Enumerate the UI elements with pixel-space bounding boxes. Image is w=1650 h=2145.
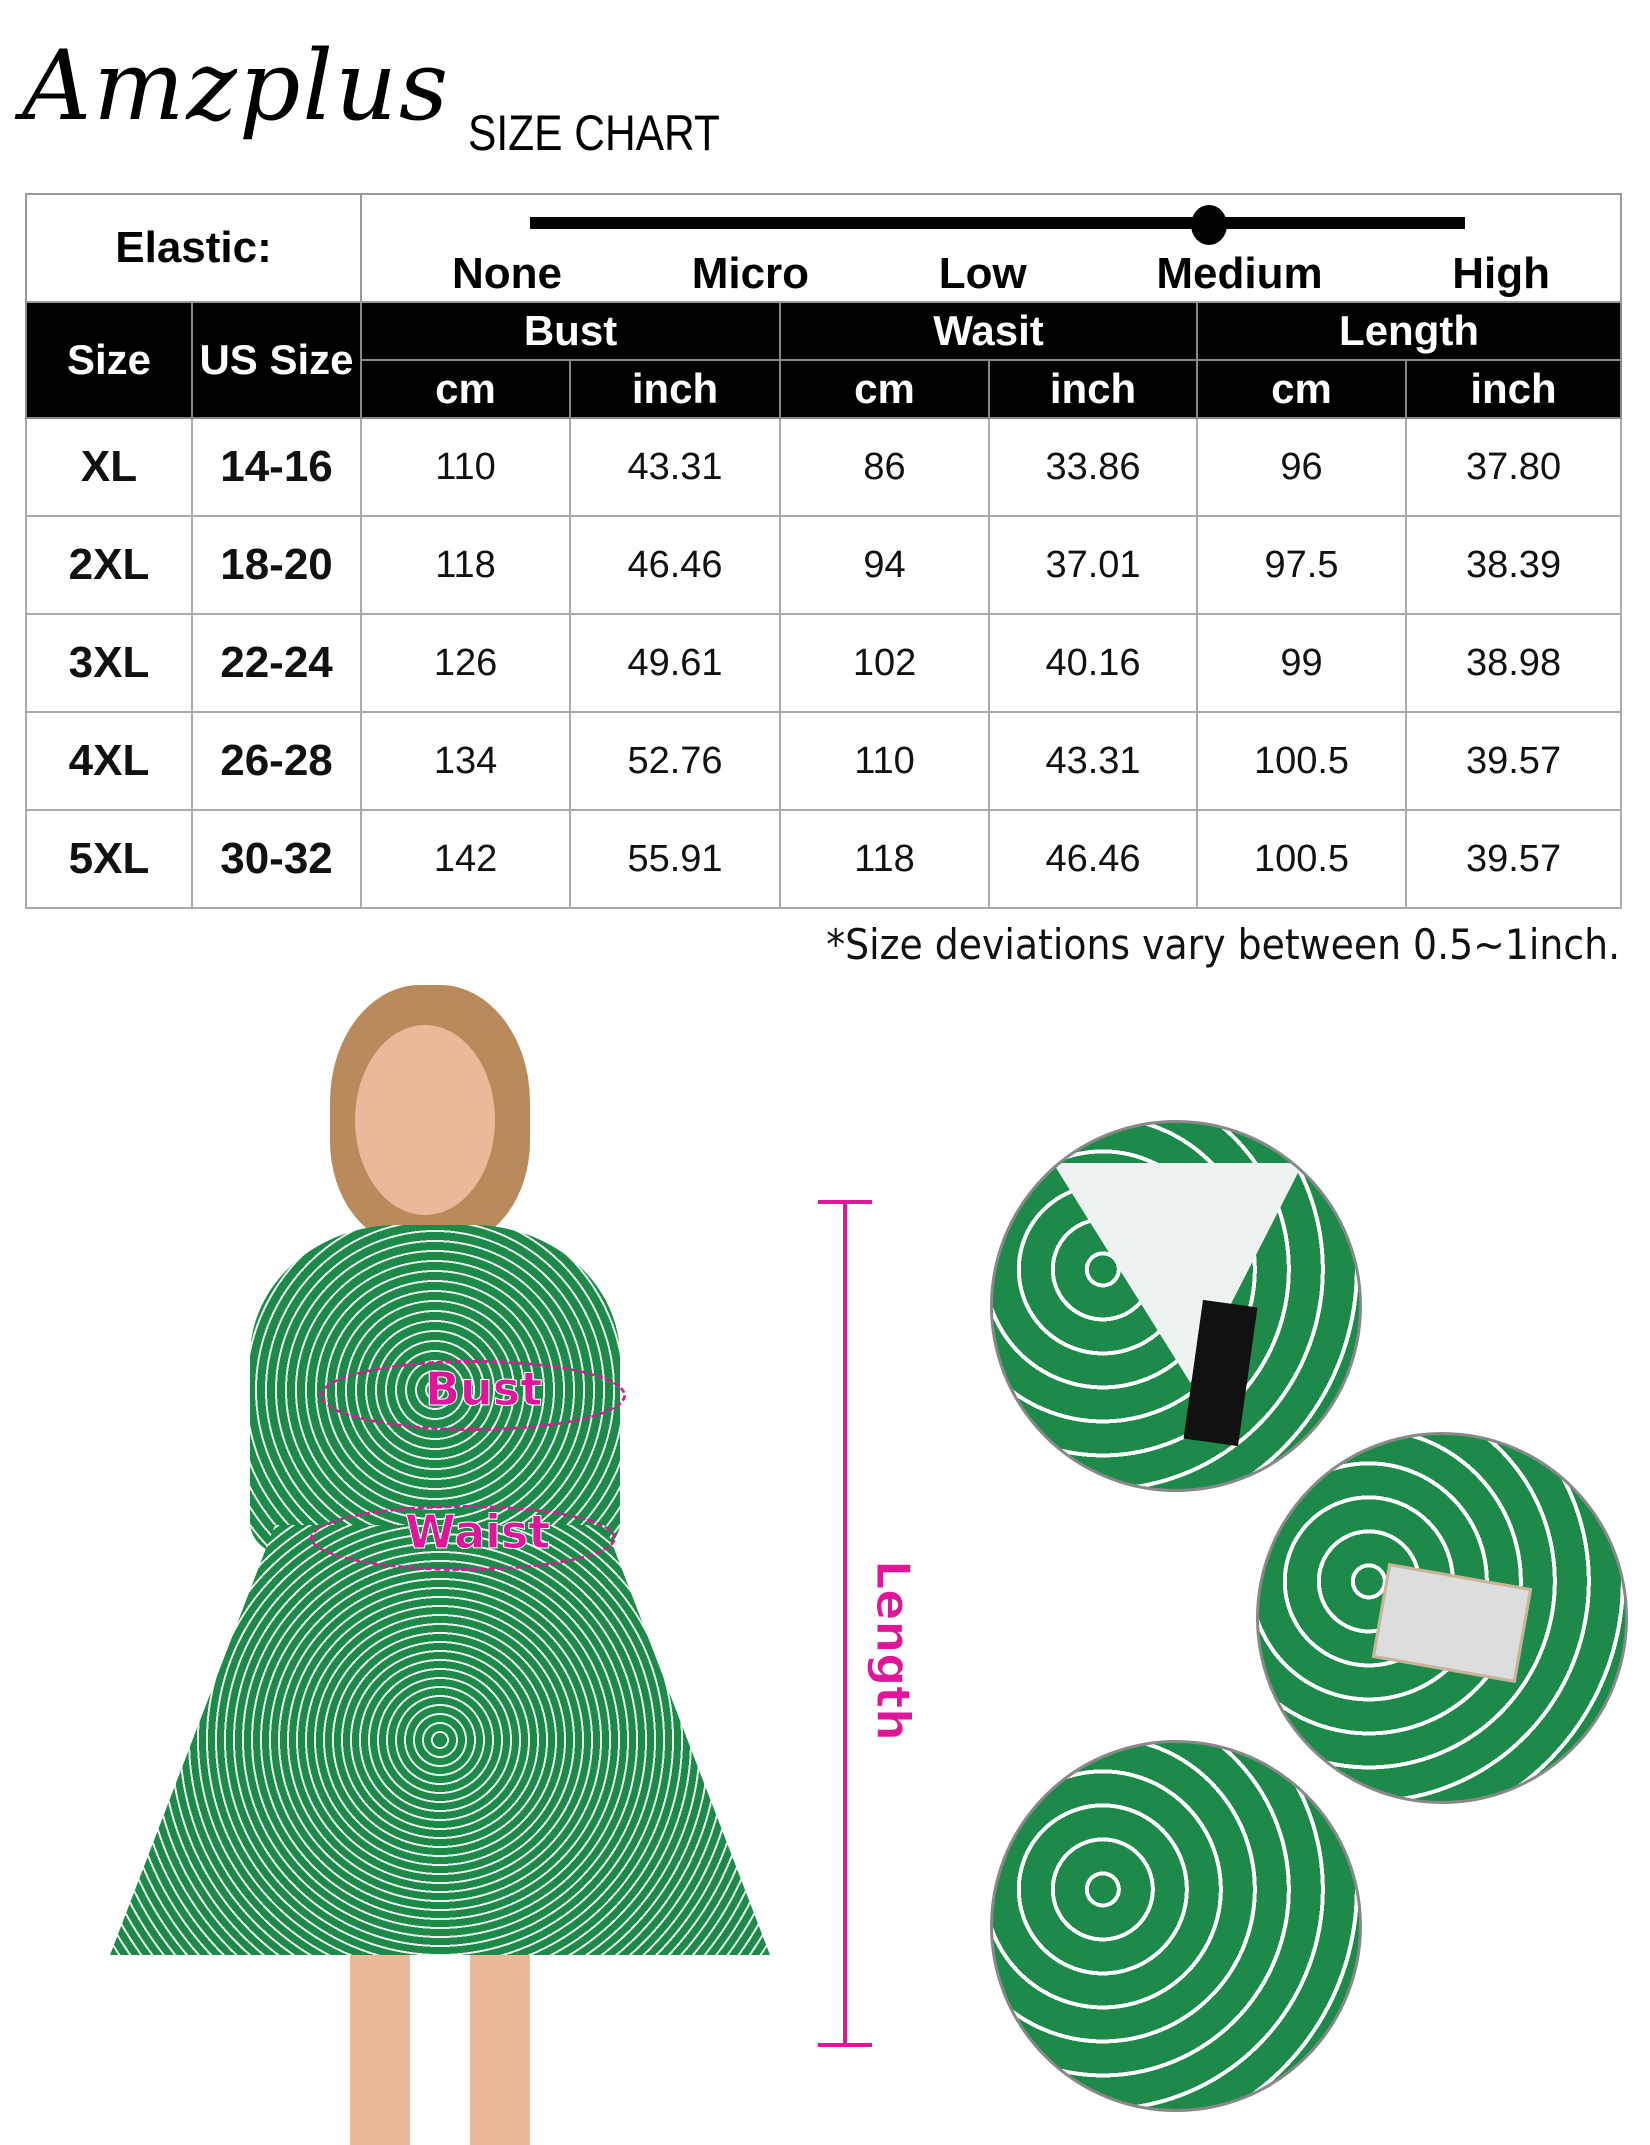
measurement-cell: 118 <box>360 515 572 615</box>
us-size-cell: 30-32 <box>190 809 363 909</box>
detail-pocket-photo <box>1256 1432 1628 1804</box>
measurement-cell: 43.31 <box>988 711 1199 811</box>
measurement-cell: 118 <box>779 809 991 909</box>
measurement-cell: 39.57 <box>1405 711 1623 811</box>
table-row: 3XL 22-24 126 49.61 102 40.16 99 38.98 <box>25 613 1623 713</box>
waist-label: Waist <box>404 1505 551 1560</box>
measurement-cell: 110 <box>360 417 572 517</box>
table-row: 5XL 30-32 142 55.91 118 46.46 100.5 39.57 <box>25 809 1623 909</box>
measurement-cell: 55.91 <box>569 809 782 909</box>
level-medium: Medium <box>1156 249 1323 298</box>
measurement-cell: 40.16 <box>988 613 1199 713</box>
size-cell: 5XL <box>25 809 193 909</box>
measurement-cell: 38.39 <box>1405 515 1623 615</box>
measurement-cell: 142 <box>360 809 572 909</box>
measurement-cell: 52.76 <box>569 711 782 811</box>
detail-neckline-photo <box>990 1120 1362 1492</box>
level-high: High <box>1452 249 1551 298</box>
header-size: Size <box>25 301 193 419</box>
level-none: None <box>452 249 563 298</box>
size-cell: 4XL <box>25 711 193 811</box>
brand-logo: Amzplus <box>22 30 451 142</box>
size-note: *Size deviations vary between 0.5~1inch. <box>826 920 1620 969</box>
measurement-cell: 43.31 <box>569 417 782 517</box>
page-title: SIZE CHART <box>468 105 720 161</box>
detail-fabric-photo <box>990 1740 1362 2112</box>
us-size-cell: 14-16 <box>190 417 363 517</box>
header-length: Length <box>1196 301 1623 361</box>
elastic-indicator <box>1191 205 1228 245</box>
waist-measure-line <box>310 1505 616 1571</box>
elastic-label: Elastic: <box>24 193 363 303</box>
measurement-cell: 86 <box>779 417 991 517</box>
measurement-cell: 126 <box>360 613 572 713</box>
level-micro: Micro <box>691 249 810 298</box>
measurement-cell: 100.5 <box>1196 809 1408 909</box>
measurement-cell: 94 <box>779 515 991 615</box>
measurement-cell: 49.61 <box>569 613 782 713</box>
size-cell: 3XL <box>25 613 193 713</box>
measurement-cell: 37.80 <box>1405 417 1623 517</box>
measurement-cell: 37.01 <box>988 515 1199 615</box>
header-waist: Wasit <box>779 301 1199 361</box>
length-label: Length <box>866 1560 921 1742</box>
unit-header: cm <box>360 359 572 419</box>
unit-header: cm <box>779 359 991 419</box>
unit-header: inch <box>569 359 782 419</box>
measurement-cell: 99 <box>1196 613 1408 713</box>
measurement-cell: 100.5 <box>1196 711 1408 811</box>
measurement-cell: 110 <box>779 711 991 811</box>
size-cell: XL <box>25 417 193 517</box>
length-arrow-bottom <box>818 2043 872 2047</box>
measurement-cell: 38.98 <box>1405 613 1623 713</box>
measurement-cell: 33.86 <box>988 417 1199 517</box>
bust-measure-line <box>320 1360 626 1431</box>
measurement-cell: 97.5 <box>1196 515 1408 615</box>
header-us-size: US Size <box>190 301 363 419</box>
length-arrow <box>843 1200 847 2045</box>
us-size-cell: 26-28 <box>190 711 363 811</box>
measurement-cell: 46.46 <box>569 515 782 615</box>
measurement-cell: 134 <box>360 711 572 811</box>
length-arrow-top <box>818 1200 872 1204</box>
unit-header: inch <box>988 359 1199 419</box>
elastic-scale: None Micro Low Medium High <box>360 193 1623 303</box>
level-low: Low <box>938 249 1027 298</box>
measurement-cell: 96 <box>1196 417 1408 517</box>
measurement-cell: 46.46 <box>988 809 1199 909</box>
size-cell: 2XL <box>25 515 193 615</box>
us-size-cell: 22-24 <box>190 613 363 713</box>
size-table: Elastic: None Micro Low Medium High Size… <box>24 193 1623 909</box>
measurement-cell: 39.57 <box>1405 809 1623 909</box>
unit-header: inch <box>1405 359 1623 419</box>
unit-header: cm <box>1196 359 1408 419</box>
table-row: 2XL 18-20 118 46.46 94 37.01 97.5 38.39 <box>25 515 1623 615</box>
table-row: 4XL 26-28 134 52.76 110 43.31 100.5 39.57 <box>25 711 1623 811</box>
measurement-cell: 102 <box>779 613 991 713</box>
header-bust: Bust <box>360 301 782 361</box>
bust-label: Bust <box>424 1362 543 1417</box>
us-size-cell: 18-20 <box>190 515 363 615</box>
elastic-bar <box>530 217 1466 229</box>
table-row: XL 14-16 110 43.31 86 33.86 96 37.80 <box>25 417 1623 517</box>
